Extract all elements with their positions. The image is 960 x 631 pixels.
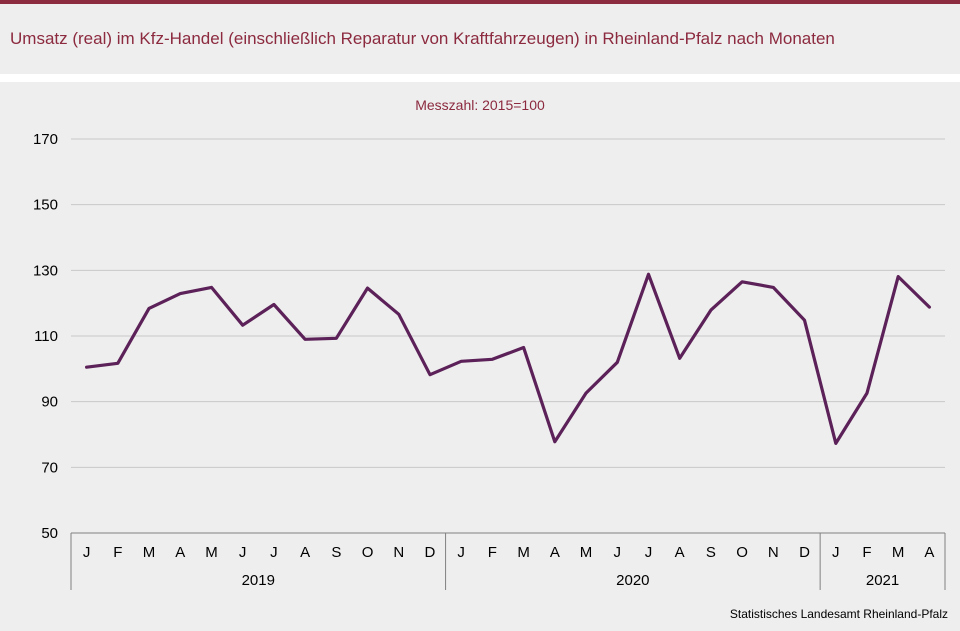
x-tick-label: O (736, 544, 748, 561)
x-tick-label: F (862, 544, 871, 561)
year-label: 2021 (866, 572, 899, 589)
x-tick-label: M (517, 544, 530, 561)
x-tick-label: J (645, 544, 653, 561)
x-axis: J F M A M J J A S O N D J F M A M J J A S O N D J F M A 2019 2020 2021 (70, 532, 946, 590)
x-tick-label: J (457, 544, 465, 561)
x-tick-label: M (205, 544, 218, 561)
top-accent-bar (0, 0, 960, 4)
year-label: 2020 (616, 572, 649, 589)
header-divider (0, 74, 960, 82)
x-tick-label: A (924, 544, 934, 561)
x-tick-label: N (393, 544, 404, 561)
series-line (84, 272, 932, 445)
x-tick-label: D (799, 544, 810, 561)
x-tick-label: F (113, 544, 122, 561)
x-tick-label: J (270, 544, 278, 561)
x-tick-label: N (768, 544, 779, 561)
x-tick-label: S (331, 544, 341, 561)
x-tick-label: A (675, 544, 685, 561)
y-tick-label: 110 (34, 328, 58, 345)
y-tick-label: 70 (41, 459, 58, 476)
y-axis: 50 70 90 110 130 150 170 (33, 131, 58, 542)
x-tick-label: J (614, 544, 622, 561)
x-tick-label: D (425, 544, 436, 561)
y-tick-label: 130 (33, 262, 58, 279)
x-tick-label: F (488, 544, 497, 561)
x-tick-label: J (83, 544, 91, 561)
x-tick-label: S (706, 544, 716, 561)
x-tick-label: J (239, 544, 247, 561)
x-tick-label: M (580, 544, 593, 561)
x-tick-label: M (143, 544, 156, 561)
chart-subtitle: Messzahl: 2015=100 (415, 97, 545, 113)
chart-title: Umsatz (real) im Kfz-Handel (einschließl… (10, 29, 835, 48)
source-note: Statistisches Landesamt Rheinland-Pfalz (729, 607, 948, 621)
x-tick-label: A (300, 544, 310, 561)
series-layer (84, 272, 932, 445)
y-tick-label: 90 (41, 394, 58, 411)
y-tick-label: 150 (33, 197, 58, 214)
x-tick-label: O (362, 544, 374, 561)
y-tick-label: 50 (41, 525, 58, 542)
x-tick-label: A (550, 544, 560, 561)
x-tick-label: M (892, 544, 905, 561)
x-tick-label: A (175, 544, 185, 561)
gridlines (71, 138, 945, 468)
y-tick-label: 170 (33, 131, 58, 148)
year-label: 2019 (242, 572, 275, 589)
x-tick-label: J (832, 544, 840, 561)
